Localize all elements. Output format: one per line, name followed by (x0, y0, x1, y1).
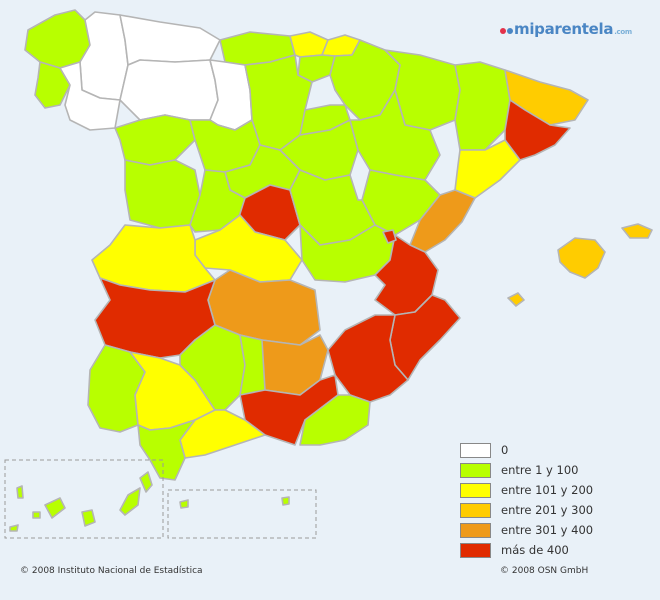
province-barcelona[interactable] (504, 99, 571, 161)
province-valencia-enclave[interactable] (382, 229, 397, 244)
footer-copyright-osn: © 2008 OSN GmbH (500, 566, 589, 576)
city-melilla[interactable] (281, 496, 290, 506)
legend-swatch (460, 462, 491, 478)
province-menorca[interactable] (621, 223, 653, 239)
footer-copyright-ine: © 2008 Instituto Nacional de Estadística (20, 566, 203, 576)
legend-label: entre 101 y 200 (501, 483, 594, 497)
island-lanzarote[interactable] (139, 471, 153, 493)
legend-item: entre 301 y 400 (460, 520, 593, 540)
island-tenerife[interactable] (44, 497, 66, 519)
province-lleida[interactable] (454, 61, 511, 151)
province-zamora[interactable] (114, 114, 196, 166)
province-castellon[interactable] (409, 189, 476, 253)
legend-label: más de 400 (501, 543, 569, 557)
miparentela-logo: miparentela.com (500, 20, 632, 38)
island-gran-canaria[interactable] (81, 509, 96, 527)
province-cadiz[interactable] (137, 419, 196, 481)
province-a-coruna[interactable] (24, 9, 91, 69)
province-murcia[interactable] (327, 314, 409, 403)
legend-swatch (460, 502, 491, 518)
city-ceuta[interactable] (179, 499, 189, 509)
province-huesca[interactable] (384, 49, 461, 131)
island-el-hierro[interactable] (9, 524, 19, 532)
logo-suffix: .com (614, 28, 632, 36)
province-mallorca[interactable] (557, 237, 606, 279)
legend-swatch (460, 482, 491, 498)
province-ibiza[interactable] (507, 292, 525, 307)
legend-label: entre 301 y 400 (501, 523, 594, 537)
legend-label: entre 1 y 100 (501, 463, 579, 477)
legend-item: entre 101 y 200 (460, 480, 593, 500)
legend-swatch (460, 442, 491, 458)
legend-label: 0 (501, 443, 509, 457)
legend-swatch (460, 522, 491, 538)
canary-islands-inset (4, 459, 164, 539)
province-valladolid[interactable] (189, 119, 261, 173)
logo-icon (500, 20, 514, 38)
island-fuerteventura[interactable] (119, 487, 141, 516)
province-asturias[interactable] (119, 14, 221, 66)
province-tarragona[interactable] (454, 139, 521, 199)
legend-item: 0 (460, 440, 593, 460)
ceuta-melilla-inset (167, 489, 317, 539)
legend: 0 entre 1 y 100 entre 101 y 200 entre 20… (460, 440, 593, 560)
legend-item: entre 201 y 300 (460, 500, 593, 520)
island-la-palma[interactable] (16, 485, 24, 499)
island-la-gomera[interactable] (32, 511, 41, 519)
logo-text: miparentela (514, 20, 614, 38)
province-almeria[interactable] (299, 394, 371, 446)
province-salamanca[interactable] (124, 159, 201, 229)
legend-item: más de 400 (460, 540, 593, 560)
legend-item: entre 1 y 100 (460, 460, 593, 480)
province-lugo[interactable] (79, 11, 129, 101)
legend-label: entre 201 y 300 (501, 503, 594, 517)
province-leon[interactable] (119, 59, 219, 121)
legend-swatch (460, 542, 491, 558)
